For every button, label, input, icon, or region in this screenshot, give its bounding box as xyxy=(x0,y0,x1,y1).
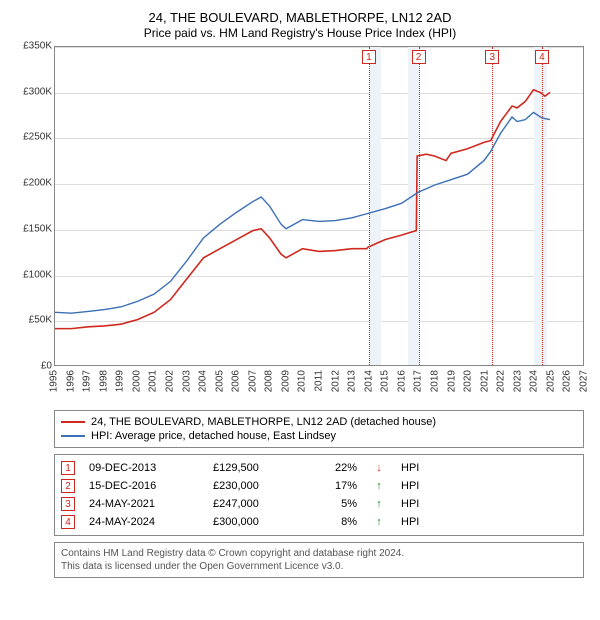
event-hpi-label: HPI xyxy=(401,480,419,492)
event-price: £247,000 xyxy=(213,498,293,510)
event-row: 2 15-DEC-2016 £230,000 17% ↑ HPI xyxy=(61,477,577,495)
footer-text: Contains HM Land Registry data © Crown c… xyxy=(54,542,584,578)
event-marker: 1 xyxy=(362,50,376,64)
event-marker: 4 xyxy=(535,50,549,64)
x-tick-label: 1999 xyxy=(115,370,126,392)
event-number: 4 xyxy=(61,515,75,529)
x-tick-label: 2013 xyxy=(347,370,358,392)
legend-item: 24, THE BOULEVARD, MABLETHORPE, LN12 2AD… xyxy=(61,415,577,429)
event-pct: 5% xyxy=(307,498,357,510)
event-arrow-icon: ↑ xyxy=(371,480,387,492)
y-axis: £0£50K£100K£150K£200K£250K£300K£350K xyxy=(10,46,54,366)
x-tick-label: 2009 xyxy=(280,370,291,392)
event-hpi-label: HPI xyxy=(401,498,419,510)
event-pct: 17% xyxy=(307,480,357,492)
x-tick-label: 2026 xyxy=(562,370,573,392)
event-price: £230,000 xyxy=(213,480,293,492)
event-marker: 3 xyxy=(485,50,499,64)
x-tick-label: 2019 xyxy=(446,370,457,392)
event-row: 4 24-MAY-2024 £300,000 8% ↑ HPI xyxy=(61,513,577,531)
x-tick-label: 1996 xyxy=(65,370,76,392)
x-tick-label: 2001 xyxy=(148,370,159,392)
x-tick-label: 2006 xyxy=(231,370,242,392)
page-subtitle: Price paid vs. HM Land Registry's House … xyxy=(10,26,590,40)
legend-swatch xyxy=(61,435,85,437)
x-tick-label: 1995 xyxy=(49,370,60,392)
page-title: 24, THE BOULEVARD, MABLETHORPE, LN12 2AD xyxy=(10,10,590,25)
event-number: 2 xyxy=(61,479,75,493)
legend-swatch xyxy=(61,421,85,423)
x-tick-label: 1998 xyxy=(98,370,109,392)
x-tick-label: 2007 xyxy=(247,370,258,392)
event-price: £129,500 xyxy=(213,462,293,474)
event-hpi-label: HPI xyxy=(401,516,419,528)
y-tick-label: £250K xyxy=(23,132,52,143)
x-tick-label: 2027 xyxy=(579,370,590,392)
x-tick-label: 2015 xyxy=(380,370,391,392)
y-tick-label: £150K xyxy=(23,223,52,234)
legend: 24, THE BOULEVARD, MABLETHORPE, LN12 2AD… xyxy=(54,410,584,448)
x-tick-label: 2003 xyxy=(181,370,192,392)
legend-label: 24, THE BOULEVARD, MABLETHORPE, LN12 2AD… xyxy=(91,416,436,428)
x-tick-label: 2020 xyxy=(463,370,474,392)
event-arrow-icon: ↑ xyxy=(371,516,387,528)
x-tick-label: 2012 xyxy=(330,370,341,392)
event-arrow-icon: ↑ xyxy=(371,498,387,510)
event-date: 15-DEC-2016 xyxy=(89,480,199,492)
event-pct: 8% xyxy=(307,516,357,528)
footer-line-1: Contains HM Land Registry data © Crown c… xyxy=(61,547,577,560)
event-arrow-icon: ↓ xyxy=(371,462,387,474)
events-table: 1 09-DEC-2013 £129,500 22% ↓ HPI 2 15-DEC-2016 £… xyxy=(54,454,584,536)
x-axis: 1995199619971998199920002001200220032004… xyxy=(54,366,584,406)
event-pct: 22% xyxy=(307,462,357,474)
x-tick-label: 2011 xyxy=(314,370,325,392)
x-tick-label: 2017 xyxy=(413,370,424,392)
event-date: 24-MAY-2024 xyxy=(89,516,199,528)
x-tick-label: 2024 xyxy=(529,370,540,392)
y-tick-label: £350K xyxy=(23,41,52,52)
event-hpi-label: HPI xyxy=(401,462,419,474)
legend-label: HPI: Average price, detached house, East… xyxy=(91,430,336,442)
price-chart: £0£50K£100K£150K£200K£250K£300K£350K 123… xyxy=(10,46,590,406)
x-tick-label: 2000 xyxy=(131,370,142,392)
footer-line-2: This data is licensed under the Open Gov… xyxy=(61,560,577,573)
x-tick-label: 2016 xyxy=(396,370,407,392)
event-number: 3 xyxy=(61,497,75,511)
event-row: 3 24-MAY-2021 £247,000 5% ↑ HPI xyxy=(61,495,577,513)
x-tick-label: 2018 xyxy=(429,370,440,392)
plot-area: 1 2 3 4 xyxy=(54,46,584,366)
x-tick-label: 2021 xyxy=(479,370,490,392)
x-tick-label: 2005 xyxy=(214,370,225,392)
x-tick-label: 2014 xyxy=(363,370,374,392)
series-property xyxy=(55,90,550,329)
event-marker: 2 xyxy=(412,50,426,64)
x-tick-label: 2004 xyxy=(198,370,209,392)
x-tick-label: 2010 xyxy=(297,370,308,392)
event-date: 09-DEC-2013 xyxy=(89,462,199,474)
x-tick-label: 2008 xyxy=(264,370,275,392)
event-number: 1 xyxy=(61,461,75,475)
event-date: 24-MAY-2021 xyxy=(89,498,199,510)
x-tick-label: 2002 xyxy=(164,370,175,392)
chart-lines xyxy=(55,47,583,365)
event-row: 1 09-DEC-2013 £129,500 22% ↓ HPI xyxy=(61,459,577,477)
y-tick-label: £200K xyxy=(23,178,52,189)
event-price: £300,000 xyxy=(213,516,293,528)
x-tick-label: 1997 xyxy=(82,370,93,392)
legend-item: HPI: Average price, detached house, East… xyxy=(61,429,577,443)
x-tick-label: 2025 xyxy=(545,370,556,392)
series-hpi xyxy=(55,112,550,313)
x-tick-label: 2022 xyxy=(496,370,507,392)
y-tick-label: £50K xyxy=(29,315,52,326)
y-tick-label: £100K xyxy=(23,269,52,280)
y-tick-label: £300K xyxy=(23,86,52,97)
x-tick-label: 2023 xyxy=(512,370,523,392)
